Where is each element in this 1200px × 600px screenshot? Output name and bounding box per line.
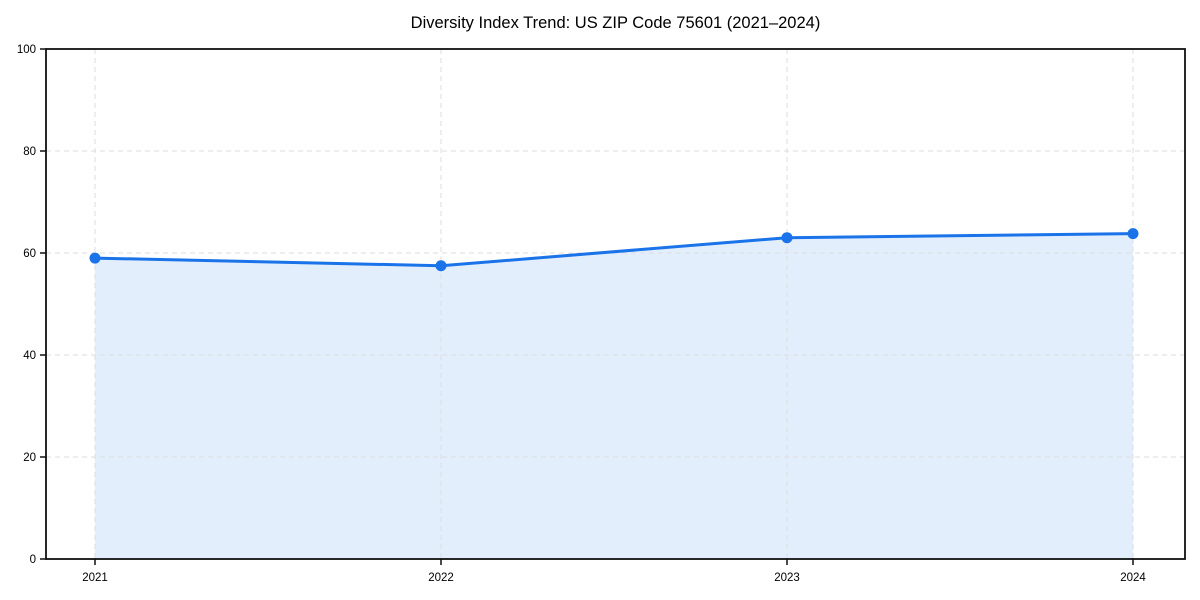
area-fill	[95, 233, 1133, 559]
x-tick-label: 2024	[1120, 572, 1146, 584]
data-point	[435, 260, 447, 272]
x-tick-label: 2021	[82, 572, 108, 584]
x-tick-label: 2023	[774, 572, 800, 584]
y-tick-label: 80	[23, 146, 36, 158]
data-point	[1127, 228, 1139, 240]
data-point	[781, 232, 793, 244]
y-tick-label: 20	[23, 452, 36, 464]
y-tick-label: 0	[30, 554, 36, 566]
data-point	[89, 252, 101, 264]
y-tick-label: 100	[17, 44, 36, 56]
y-tick-label: 60	[23, 248, 36, 260]
x-tick-label: 2022	[428, 572, 454, 584]
axis-frame	[45, 48, 1186, 560]
trend-line	[93, 232, 1135, 268]
y-tick-label: 40	[23, 350, 36, 362]
chart-title: Diversity Index Trend: US ZIP Code 75601…	[410, 14, 821, 32]
